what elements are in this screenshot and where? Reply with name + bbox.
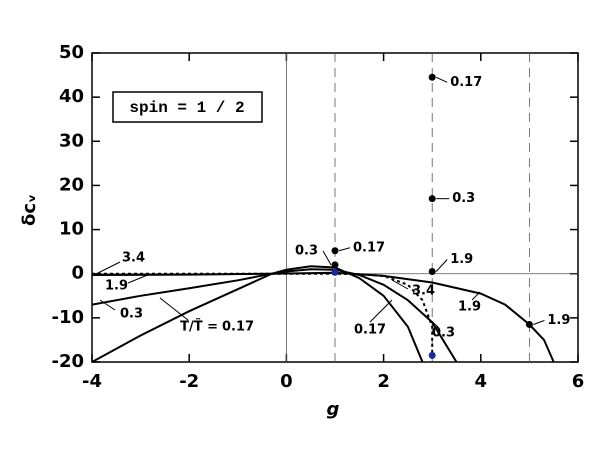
x-tick-label: 4	[475, 371, 488, 392]
label-leader	[391, 279, 409, 290]
data-point	[428, 73, 436, 81]
data-point	[331, 261, 339, 269]
y-axis-label: δcᵥ	[19, 194, 40, 226]
label-leader	[99, 299, 116, 311]
curve-label: 0.3	[120, 307, 143, 322]
series-line	[92, 265, 424, 362]
annotation-box	[112, 91, 263, 123]
y-tick-label: 30	[59, 130, 84, 151]
curve-label: 1.9	[458, 300, 481, 315]
x-tick-label: 6	[572, 371, 585, 392]
curve-label: 0.17	[354, 323, 386, 338]
label-leader	[435, 76, 448, 83]
data-point	[428, 195, 436, 203]
data-point	[525, 320, 533, 328]
series-line	[92, 272, 434, 362]
curve-label: 0.3	[432, 326, 455, 341]
label-leader	[435, 259, 448, 272]
label-leader	[369, 299, 393, 323]
y-tick-label: 40	[59, 86, 84, 107]
label-leader	[471, 291, 481, 301]
y-tick-label: -20	[51, 351, 84, 372]
curve-label: 3.4	[412, 284, 435, 299]
curve-label: 3.4	[122, 251, 145, 266]
y-tick-label: 0	[71, 263, 84, 284]
y-tick-label: -10	[51, 307, 84, 328]
label-leader	[127, 273, 151, 284]
label-leader	[424, 314, 439, 328]
point-label: 0.3	[295, 243, 318, 258]
point-label: 0.17	[450, 75, 482, 90]
label-leader	[533, 320, 545, 325]
x-axis-label: g	[327, 399, 340, 420]
data-point	[428, 268, 436, 276]
label-leader	[95, 261, 121, 275]
label-leader	[322, 250, 332, 266]
curve-label: 1.9	[105, 279, 128, 294]
series-line	[92, 271, 555, 362]
x-tick-label: -4	[82, 371, 102, 392]
x-tick-label: -2	[179, 371, 199, 392]
x-tick-label: 0	[280, 371, 293, 392]
y-tick-label: 50	[59, 42, 84, 63]
label-leader	[159, 297, 189, 321]
y-tick-label: 10	[59, 219, 84, 240]
point-label: 1.9	[450, 252, 473, 267]
annotation: spin = 1 / 2	[129, 99, 244, 117]
data-point	[331, 247, 339, 255]
series-line	[92, 268, 458, 362]
point-label: 0.17	[353, 240, 385, 255]
data-point	[331, 268, 339, 276]
y-tick-label: 20	[59, 174, 84, 195]
curve-label-prefix: T/T̃ =	[180, 319, 218, 334]
x-tick-label: 2	[377, 371, 390, 392]
point-label: 1.9	[547, 313, 570, 328]
label-leader	[338, 247, 351, 252]
point-label: 0.3	[452, 191, 475, 206]
data-point	[428, 351, 436, 359]
curve-label: 0.17	[222, 320, 254, 335]
